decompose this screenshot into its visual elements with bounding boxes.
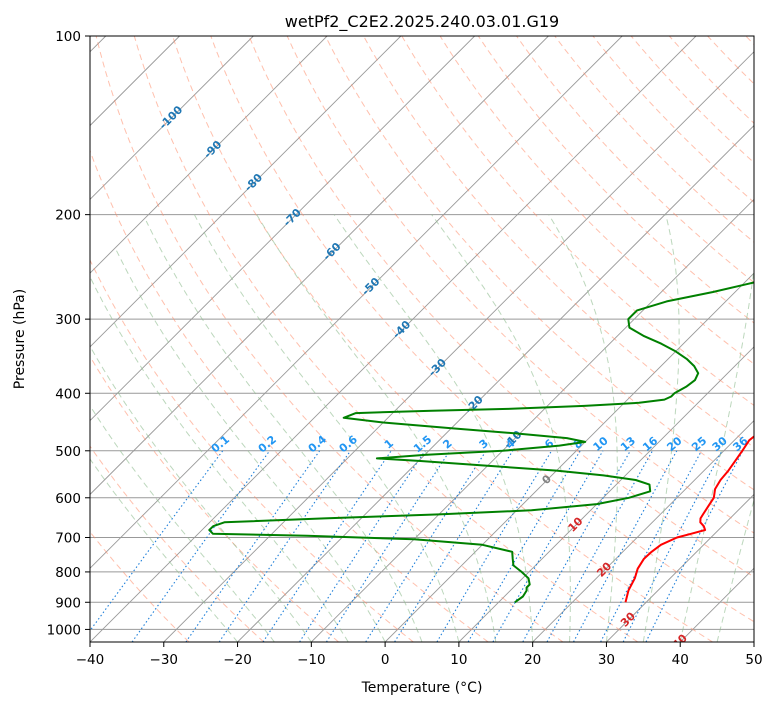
mixing-ratio-line [645, 450, 744, 642]
moist-adiabat [90, 404, 275, 642]
dry-adiabat [90, 355, 339, 642]
moist-adiabat [90, 277, 349, 642]
x-tick-label: −40 [76, 652, 105, 668]
dry-adiabat [324, 36, 754, 491]
moist-adiabat [90, 458, 238, 642]
x-tick-label: 10 [450, 652, 467, 668]
moist-adiabat [548, 214, 618, 642]
y-tick-label: 500 [55, 444, 81, 460]
dry-adiabat [210, 36, 754, 623]
y-tick-label: 800 [55, 565, 81, 581]
y-tick-label: 700 [55, 531, 81, 547]
y-tick-label: 400 [55, 386, 81, 402]
dry-adiabat [248, 36, 754, 578]
plot-frame [89, 35, 755, 643]
dry-adiabat-lines [90, 36, 754, 642]
x-axis-ticks: −40 −30 −20 −10 0 10 20 30 40 50 [76, 642, 763, 668]
y-tick-label: 900 [55, 595, 81, 611]
isotherm-line [90, 36, 549, 496]
temperature-line [624, 435, 754, 603]
chart-title: wetPf2_C2E2.2025.240.03.01.G19 [285, 12, 559, 32]
isotherm-line [90, 36, 475, 422]
dry-adiabat [90, 445, 265, 642]
moist-adiabat [333, 214, 534, 642]
mixing-ratio-line [522, 450, 631, 642]
mixing-ratio-line [185, 450, 321, 642]
mixing-ratio-line [573, 450, 678, 642]
y-tick-label: 600 [55, 491, 81, 507]
dry-adiabat [172, 36, 713, 642]
sounding-series [208, 281, 754, 604]
isotherm-line [606, 493, 754, 642]
x-tick-label: −10 [297, 652, 326, 668]
mixing-ratio-line [299, 450, 426, 642]
isotherm-line [532, 420, 754, 642]
moist-adiabat [145, 220, 423, 642]
isotherm-line [163, 51, 754, 642]
mixing-ratio-line [436, 450, 553, 642]
x-tick-label: 20 [524, 652, 541, 668]
mixing-ratio-line [365, 450, 487, 642]
isotherm-line [90, 36, 328, 274]
y-axis-label: Pressure (hPa) [12, 289, 28, 389]
isotherm-lines [90, 36, 754, 642]
y-tick-label: 300 [55, 312, 81, 328]
moist-adiabat [431, 214, 571, 642]
isotherm-label: 40 [670, 631, 690, 651]
moist-adiabat [679, 265, 754, 642]
mixing-ratio-line [131, 450, 271, 642]
isotherm-line [90, 36, 254, 200]
x-tick-label: 0 [381, 652, 390, 668]
y-tick-label: 100 [55, 29, 81, 45]
dry-adiabat [133, 36, 639, 642]
dry-adiabat [516, 36, 754, 284]
dry-adiabat [286, 36, 754, 534]
moist-adiabat [193, 214, 460, 642]
dry-adiabat [95, 36, 564, 642]
x-tick-label: 50 [745, 652, 762, 668]
moist-adiabat-lines [90, 214, 754, 642]
y-axis-ticks: 100 200 300 400 500 600 700 800 900 1000 [47, 29, 90, 638]
y-tick-label: 1000 [47, 622, 81, 638]
isotherm-line [237, 124, 754, 642]
dry-adiabat [477, 36, 754, 324]
x-tick-label: 30 [598, 652, 615, 668]
x-tick-label: 40 [672, 652, 689, 668]
mixing-ratio-line [90, 450, 224, 632]
mixing-ratio-line [546, 450, 653, 642]
y-tick-label: 200 [55, 208, 81, 224]
dry-adiabat [90, 258, 414, 642]
x-tick-label: −30 [150, 652, 179, 668]
plot-area: -100-90-80-70-60-50-40-30-20-10010203040… [90, 36, 754, 651]
isotherm-line [90, 36, 402, 348]
isotherm-line [384, 272, 754, 642]
x-tick-label: −20 [223, 652, 252, 668]
x-axis-label: Temperature (°C) [361, 680, 483, 696]
moist-adiabat [116, 250, 386, 642]
isotherm-line [458, 346, 754, 642]
isotherm-line [90, 36, 623, 569]
mixing-ratio-line [325, 450, 451, 642]
mixing-ratio-line [218, 450, 351, 642]
mixing-ratio-line [262, 450, 392, 642]
dewpoint-line [208, 281, 754, 604]
